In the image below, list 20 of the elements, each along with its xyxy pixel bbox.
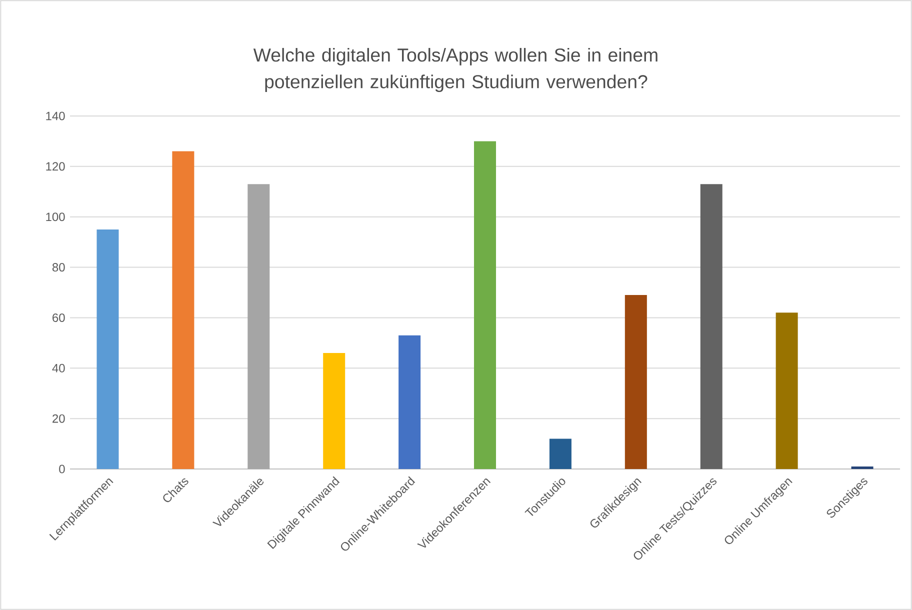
y-tick-label: 40 bbox=[52, 364, 65, 372]
y-tick-label: 60 bbox=[52, 313, 65, 322]
y-tick-label: 120 bbox=[46, 162, 65, 171]
y-tick-label: 80 bbox=[52, 263, 65, 272]
bar bbox=[172, 151, 194, 470]
y-tick-label: 100 bbox=[46, 212, 65, 222]
bar bbox=[96, 229, 119, 470]
bar bbox=[248, 184, 270, 470]
bar bbox=[624, 295, 647, 470]
bar bbox=[776, 312, 798, 470]
bar bbox=[549, 438, 572, 470]
bar bbox=[323, 353, 346, 470]
bar bbox=[851, 466, 874, 470]
chart-title: Welche digitalen Tools/Apps wollen Sie in einem potenziellen zukünftigen Studium verwenden? bbox=[253, 48, 658, 92]
y-tick-label: 20 bbox=[52, 414, 65, 423]
y-tick-label: 0 bbox=[59, 464, 65, 474]
bar bbox=[398, 335, 421, 470]
bar bbox=[474, 141, 496, 470]
y-tick-label: 140 bbox=[46, 112, 65, 120]
bar bbox=[700, 184, 722, 470]
